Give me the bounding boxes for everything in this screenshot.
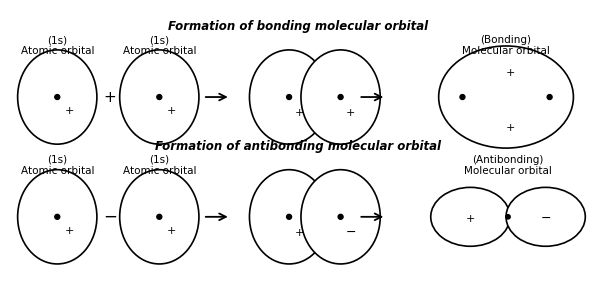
Text: Atomic orbital: Atomic orbital: [20, 166, 94, 176]
Text: +: +: [346, 108, 355, 118]
Ellipse shape: [120, 50, 199, 144]
Text: +: +: [64, 106, 74, 116]
Circle shape: [338, 215, 343, 219]
Text: Molecular orbital: Molecular orbital: [462, 46, 550, 56]
Circle shape: [55, 215, 60, 219]
Text: −: −: [103, 208, 117, 226]
Circle shape: [157, 95, 162, 99]
Circle shape: [55, 95, 60, 99]
Text: (1s): (1s): [149, 35, 169, 45]
Circle shape: [338, 95, 343, 99]
Text: (1s): (1s): [47, 155, 67, 165]
Text: Atomic orbital: Atomic orbital: [123, 46, 196, 56]
Text: +: +: [166, 106, 176, 116]
Ellipse shape: [18, 50, 97, 144]
Circle shape: [547, 95, 552, 99]
Ellipse shape: [431, 187, 510, 246]
Ellipse shape: [120, 170, 199, 264]
Circle shape: [506, 215, 510, 219]
Ellipse shape: [250, 50, 329, 144]
Text: +: +: [64, 226, 74, 236]
Text: (1s): (1s): [149, 155, 169, 165]
Text: (1s): (1s): [47, 35, 67, 45]
Text: +: +: [103, 90, 116, 105]
Text: (Antibonding): (Antibonding): [473, 155, 544, 165]
Text: +: +: [166, 226, 176, 236]
Circle shape: [157, 215, 162, 219]
Text: Formation of antibonding molecular orbital: Formation of antibonding molecular orbit…: [155, 140, 441, 153]
Circle shape: [460, 95, 465, 99]
Text: (Bonding): (Bonding): [480, 35, 532, 45]
Ellipse shape: [301, 50, 380, 144]
Text: Formation of bonding molecular orbital: Formation of bonding molecular orbital: [168, 21, 428, 33]
Text: +: +: [505, 69, 515, 78]
Circle shape: [287, 215, 291, 219]
Text: Atomic orbital: Atomic orbital: [20, 46, 94, 56]
Text: −: −: [345, 226, 356, 239]
Ellipse shape: [18, 170, 97, 264]
Text: Atomic orbital: Atomic orbital: [123, 166, 196, 176]
Ellipse shape: [301, 170, 380, 264]
Ellipse shape: [439, 46, 573, 148]
Text: +: +: [505, 123, 515, 133]
Ellipse shape: [506, 187, 585, 246]
Ellipse shape: [250, 170, 329, 264]
Text: −: −: [541, 212, 551, 225]
Text: +: +: [465, 214, 475, 224]
Text: +: +: [294, 108, 304, 118]
Text: +: +: [294, 228, 304, 237]
Text: Molecular orbital: Molecular orbital: [464, 166, 552, 176]
Circle shape: [287, 95, 291, 99]
